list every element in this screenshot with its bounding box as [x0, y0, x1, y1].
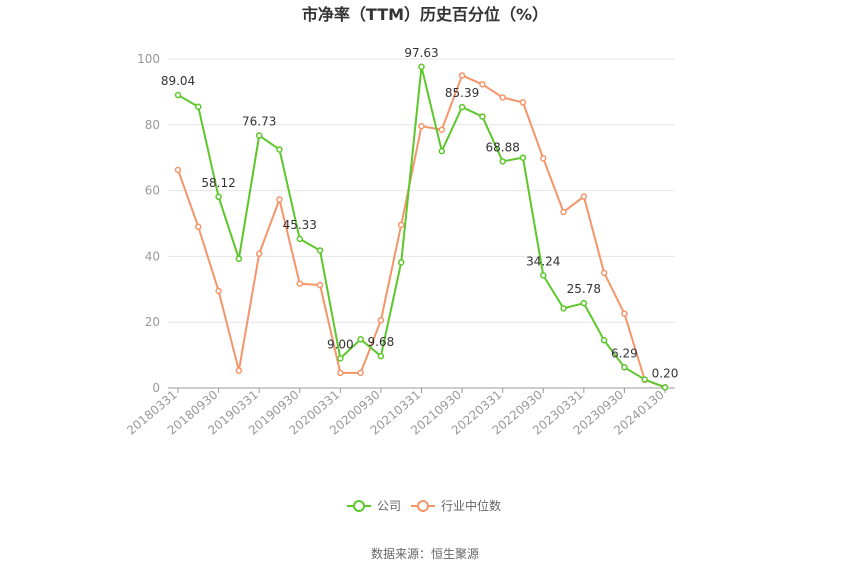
- data-point[interactable]: [296, 280, 303, 287]
- chart-title: 市净率（TTM）历史百分位（%）: [302, 5, 548, 24]
- y-tick-label: 80: [145, 118, 160, 132]
- data-point[interactable]: [377, 316, 385, 324]
- y-tick-label: 60: [145, 184, 160, 198]
- data-point[interactable]: [235, 367, 243, 374]
- data-point[interactable]: [438, 126, 446, 133]
- legend-label-industry: 行业中位数: [441, 498, 501, 513]
- data-point[interactable]: [560, 208, 567, 216]
- data-label: 58.12: [201, 176, 235, 190]
- y-tick-label: 40: [145, 249, 160, 263]
- data-point[interactable]: [621, 364, 628, 371]
- data-label: 85.39: [445, 86, 479, 100]
- data-point[interactable]: [499, 94, 506, 101]
- data-point[interactable]: [418, 63, 425, 71]
- data-point[interactable]: [174, 166, 182, 174]
- data-label: 89.04: [161, 74, 195, 88]
- data-point[interactable]: [458, 103, 466, 111]
- data-point[interactable]: [235, 255, 243, 262]
- data-point[interactable]: [195, 223, 202, 231]
- data-point[interactable]: [397, 221, 405, 229]
- data-point[interactable]: [337, 355, 344, 362]
- data-label: 6.29: [611, 346, 638, 360]
- data-point[interactable]: [215, 193, 222, 201]
- data-point[interactable]: [296, 235, 303, 243]
- y-tick-label: 100: [137, 52, 160, 66]
- y-axis: 0 20 40 60 80 100: [137, 52, 160, 395]
- data-point[interactable]: [499, 158, 506, 165]
- legend: 公司 行业中位数: [347, 498, 501, 513]
- data-point[interactable]: [174, 91, 182, 99]
- data-label: 25.78: [567, 282, 601, 296]
- data-point[interactable]: [458, 72, 466, 79]
- data-point[interactable]: [316, 247, 324, 254]
- data-label: 0.20: [652, 366, 679, 380]
- x-axis: 2018033120180930201903312019093020200331…: [124, 387, 675, 438]
- data-point[interactable]: [276, 146, 283, 153]
- data-point[interactable]: [540, 272, 547, 279]
- source-note: 数据来源：恒生聚源: [371, 546, 479, 561]
- data-point[interactable]: [580, 299, 588, 307]
- data-point[interactable]: [519, 99, 527, 106]
- data-labels: 89.04 58.12 76.73 45.33 9.00 9.68 97.63 85.39 68…: [161, 46, 679, 381]
- data-point[interactable]: [438, 147, 446, 155]
- series-points: [174, 63, 669, 391]
- data-point[interactable]: [661, 384, 669, 391]
- data-label: 9.00: [327, 337, 354, 351]
- data-point[interactable]: [580, 193, 588, 200]
- data-point[interactable]: [479, 113, 486, 120]
- y-tick-label: 20: [145, 315, 160, 329]
- data-point[interactable]: [215, 287, 222, 295]
- data-point[interactable]: [357, 336, 364, 343]
- data-point[interactable]: [397, 259, 405, 266]
- data-point[interactable]: [600, 269, 608, 277]
- data-point[interactable]: [377, 352, 385, 360]
- data-point[interactable]: [255, 132, 263, 139]
- data-point[interactable]: [418, 122, 425, 130]
- data-point[interactable]: [337, 369, 344, 377]
- data-point[interactable]: [560, 305, 567, 312]
- y-tick-label: 0: [152, 381, 160, 395]
- data-point[interactable]: [600, 337, 608, 344]
- data-label: 68.88: [485, 140, 519, 154]
- data-point[interactable]: [316, 281, 324, 289]
- data-point[interactable]: [255, 250, 263, 258]
- data-label: 9.68: [368, 335, 395, 349]
- data-label: 97.63: [404, 46, 438, 60]
- data-point[interactable]: [621, 310, 628, 317]
- data-point[interactable]: [195, 103, 202, 110]
- data-label: 34.24: [526, 254, 560, 268]
- legend-item-industry[interactable]: 行业中位数: [411, 498, 501, 513]
- data-point[interactable]: [641, 376, 648, 383]
- data-point[interactable]: [540, 155, 547, 162]
- data-label: 76.73: [242, 115, 276, 129]
- data-point[interactable]: [276, 196, 283, 203]
- legend-label-company: 公司: [377, 499, 401, 513]
- legend-item-company[interactable]: 公司: [347, 499, 401, 513]
- data-point[interactable]: [357, 369, 364, 377]
- data-point[interactable]: [479, 81, 486, 88]
- data-point[interactable]: [519, 154, 527, 161]
- grid: [168, 58, 675, 323]
- data-label: 45.33: [283, 218, 317, 232]
